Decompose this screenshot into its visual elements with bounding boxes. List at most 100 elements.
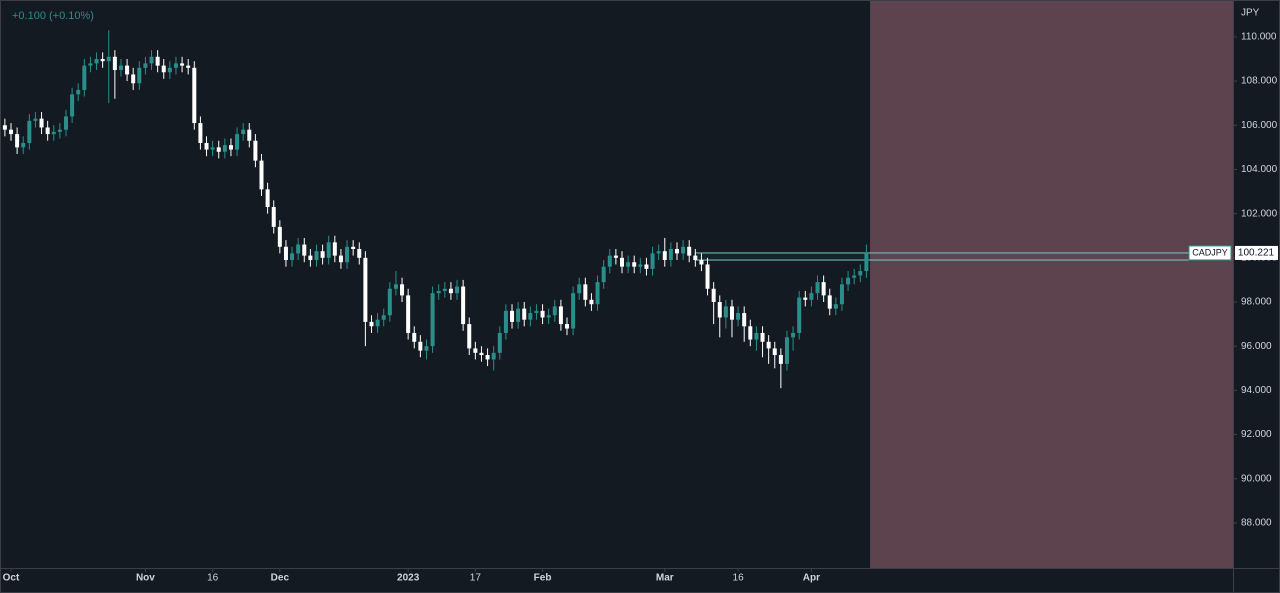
candle-body [125, 65, 130, 75]
candle-body [803, 297, 808, 300]
x-tick-label: Feb [534, 573, 552, 584]
candle-body [8, 129, 13, 135]
candle-body [106, 56, 111, 62]
candle-body [400, 284, 405, 296]
candle-body [118, 65, 123, 71]
candle-body [760, 332, 765, 342]
candle-body [723, 306, 728, 318]
candle-body [88, 63, 93, 66]
candle-body [51, 131, 56, 135]
candle-body [137, 67, 142, 84]
candle-body [662, 251, 667, 261]
candle-body [222, 145, 227, 152]
candle-body [540, 310, 545, 318]
candle-body [552, 306, 557, 316]
candle-body [674, 248, 679, 254]
candle-body [241, 129, 246, 135]
candle-body [21, 142, 26, 148]
candle-body [436, 290, 441, 294]
symbol-label: CADJPY [1192, 247, 1228, 257]
candle-body [363, 257, 368, 322]
candle-body [345, 246, 350, 263]
candle-body [534, 310, 539, 314]
candle-body [864, 252, 869, 272]
future-shade [870, 0, 1233, 568]
candle-body [485, 355, 490, 360]
candle-body [748, 326, 753, 340]
candle-body [186, 65, 191, 68]
candle-body [216, 147, 221, 152]
candle-body [57, 129, 62, 132]
candle-body [784, 337, 789, 364]
x-tick-label: 16 [733, 573, 745, 584]
candle-body [210, 147, 215, 150]
y-tick-label: 94.000 [1241, 385, 1272, 396]
candle-body [766, 341, 771, 349]
candle-body [283, 246, 288, 261]
candle-body [772, 348, 777, 356]
candle-body [516, 308, 521, 322]
candle-body [638, 264, 643, 267]
candle-body [656, 251, 661, 254]
candle-body [717, 302, 722, 318]
candle-body [699, 260, 704, 265]
candle-body [271, 207, 276, 227]
candle-body [607, 255, 612, 267]
last-price-bg [1235, 245, 1278, 260]
candle-body [528, 313, 533, 320]
candle-body [161, 65, 166, 73]
candle-body [522, 308, 527, 320]
candle-body [143, 63, 148, 68]
candle-body [277, 226, 282, 247]
candle-body [448, 288, 453, 294]
y-tick-label: 96.000 [1241, 341, 1272, 352]
x-tick-label: Apr [803, 573, 820, 584]
candle-body [589, 299, 594, 305]
candle-body [632, 262, 637, 267]
x-tick-label: Dec [271, 573, 290, 584]
candle-body [577, 284, 582, 294]
candle-body [131, 74, 136, 84]
candle-body [583, 284, 588, 300]
y-tick-label: 108.000 [1241, 76, 1278, 87]
candle-body [63, 116, 68, 130]
candle-body [565, 324, 570, 329]
candle-body [510, 310, 515, 322]
candle-body [424, 346, 429, 351]
candle-body [290, 253, 295, 261]
symbol-label-bg [1188, 245, 1232, 261]
candle-body [503, 310, 508, 333]
candle-body [369, 321, 374, 327]
y-tick-label: 98.000 [1241, 297, 1272, 308]
candle-body [815, 282, 820, 294]
candle-body [742, 313, 747, 327]
candle-body [155, 56, 160, 66]
candle-body [357, 248, 362, 258]
y-tick-label: 88.000 [1241, 518, 1272, 529]
candle-body [375, 319, 380, 327]
candle-body [497, 332, 502, 353]
candle-body [693, 255, 698, 261]
candle-body [858, 271, 863, 276]
candle-body [338, 255, 343, 263]
x-tick-label: Oct [3, 573, 20, 584]
candle-body [308, 255, 313, 261]
candle-body [650, 253, 655, 269]
candle-body [626, 262, 631, 267]
y-tick-label: 104.000 [1241, 164, 1278, 175]
candle-body [711, 288, 716, 303]
x-tick-label: 2023 [397, 573, 420, 584]
candle-body [467, 324, 472, 349]
candle-body [491, 352, 496, 360]
candle-body [754, 332, 759, 340]
candle-body [235, 134, 240, 150]
candle-body [595, 282, 600, 305]
candle-body [791, 332, 796, 338]
candle-body [173, 63, 178, 68]
candle-body [473, 348, 478, 353]
candle-body [314, 251, 319, 261]
candle-body [430, 293, 435, 347]
candle-body [247, 129, 252, 141]
